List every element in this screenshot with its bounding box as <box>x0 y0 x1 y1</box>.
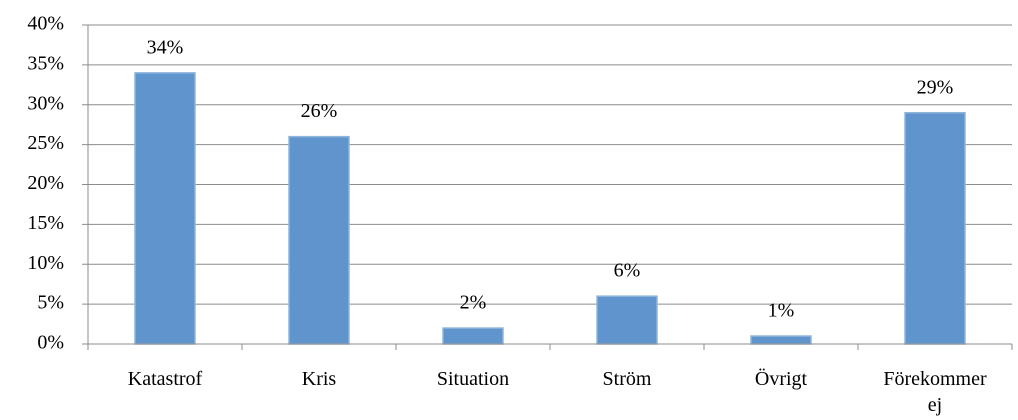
y-tick-label: 15% <box>27 212 64 234</box>
bar <box>288 135 350 345</box>
value-label: 29% <box>917 76 954 98</box>
bar <box>596 295 658 345</box>
x-tick-label: Förekommer ej <box>883 368 987 416</box>
y-tick-label: 10% <box>27 252 64 274</box>
bar <box>750 335 812 345</box>
y-tick-label: 30% <box>27 92 64 114</box>
y-tick-label: 5% <box>37 292 64 314</box>
x-tick-label: Kris <box>301 368 337 390</box>
value-label: 6% <box>614 260 641 282</box>
bar <box>904 111 966 345</box>
bar <box>134 72 196 345</box>
value-label: 1% <box>768 300 795 322</box>
x-tick-label: Övrigt <box>754 368 808 390</box>
y-tick-label: 0% <box>37 332 64 354</box>
value-label: 34% <box>147 36 184 58</box>
x-tick-label: Situation <box>436 368 510 390</box>
y-tick-label: 25% <box>27 132 64 154</box>
bar <box>442 327 504 345</box>
x-tick-label: Ström <box>602 368 652 390</box>
x-tick-label: Katastrof <box>127 368 203 390</box>
y-tick-label: 40% <box>27 13 64 35</box>
value-label: 2% <box>460 292 487 314</box>
value-label: 26% <box>301 100 338 122</box>
y-tick-label: 35% <box>27 52 64 74</box>
y-tick-label: 20% <box>27 172 64 194</box>
